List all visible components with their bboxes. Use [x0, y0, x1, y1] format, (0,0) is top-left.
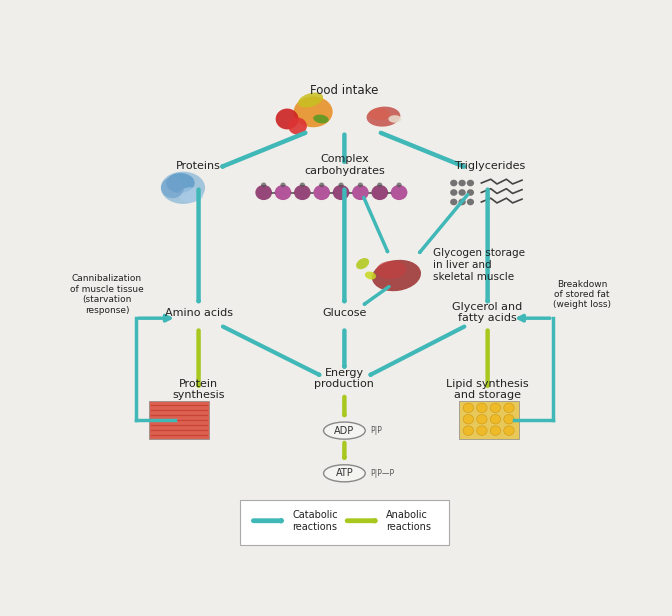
Circle shape — [276, 108, 298, 129]
Text: P|P: P|P — [370, 426, 382, 435]
Text: Glycerol and
fatty acids: Glycerol and fatty acids — [452, 302, 523, 323]
Circle shape — [467, 180, 474, 186]
Text: Protein
synthesis: Protein synthesis — [172, 379, 225, 400]
Circle shape — [467, 199, 474, 205]
Ellipse shape — [388, 115, 401, 123]
Text: Anabolic
reactions: Anabolic reactions — [386, 510, 431, 532]
Circle shape — [458, 180, 466, 186]
Text: ATP: ATP — [335, 468, 353, 478]
Circle shape — [476, 403, 487, 413]
Text: Glycogen storage
in liver and
skeletal muscle: Glycogen storage in liver and skeletal m… — [433, 248, 525, 282]
Text: Energy
production: Energy production — [314, 368, 374, 389]
Text: Triglycerides: Triglycerides — [455, 161, 526, 171]
Circle shape — [358, 182, 363, 187]
Circle shape — [280, 182, 286, 187]
Circle shape — [491, 426, 501, 436]
Circle shape — [275, 185, 292, 200]
Circle shape — [458, 199, 466, 205]
FancyBboxPatch shape — [241, 500, 449, 545]
Text: Lipid synthesis
and storage: Lipid synthesis and storage — [446, 379, 529, 400]
Circle shape — [463, 426, 474, 436]
Ellipse shape — [365, 272, 376, 280]
Circle shape — [463, 415, 474, 424]
Circle shape — [450, 199, 458, 205]
Ellipse shape — [294, 97, 333, 128]
Ellipse shape — [324, 422, 366, 439]
Circle shape — [390, 185, 407, 200]
Ellipse shape — [376, 261, 407, 279]
Circle shape — [313, 185, 330, 200]
Circle shape — [491, 403, 501, 413]
Circle shape — [458, 189, 466, 196]
FancyBboxPatch shape — [459, 401, 519, 439]
Text: Food intake: Food intake — [310, 84, 378, 97]
Text: Glucose: Glucose — [322, 307, 367, 317]
Circle shape — [396, 182, 402, 187]
Circle shape — [504, 403, 514, 413]
Ellipse shape — [372, 260, 421, 291]
Circle shape — [333, 185, 349, 200]
Ellipse shape — [313, 115, 329, 123]
Circle shape — [294, 185, 310, 200]
Ellipse shape — [366, 107, 401, 127]
Circle shape — [504, 415, 514, 424]
Text: Proteins: Proteins — [176, 161, 221, 171]
Circle shape — [491, 415, 501, 424]
Ellipse shape — [356, 258, 369, 269]
Circle shape — [377, 182, 382, 187]
FancyBboxPatch shape — [149, 401, 209, 439]
Circle shape — [476, 426, 487, 436]
Ellipse shape — [166, 173, 195, 193]
Circle shape — [339, 182, 343, 187]
Circle shape — [300, 182, 305, 187]
Ellipse shape — [324, 464, 366, 482]
Ellipse shape — [161, 172, 205, 204]
Circle shape — [352, 185, 369, 200]
Text: Amino acids: Amino acids — [165, 307, 233, 317]
Circle shape — [288, 118, 307, 135]
Text: Cannibalization
of muscle tissue
(starvation
response): Cannibalization of muscle tissue (starva… — [70, 274, 144, 315]
Ellipse shape — [298, 92, 323, 107]
Circle shape — [372, 185, 388, 200]
Circle shape — [450, 180, 458, 186]
Circle shape — [161, 177, 184, 198]
Text: P|P—P: P|P—P — [370, 469, 394, 478]
Circle shape — [476, 415, 487, 424]
Circle shape — [450, 189, 458, 196]
Text: ADP: ADP — [334, 426, 355, 436]
Circle shape — [463, 403, 474, 413]
Ellipse shape — [369, 108, 390, 120]
Text: Breakdown
of stored fat
(weight loss): Breakdown of stored fat (weight loss) — [553, 280, 611, 309]
Ellipse shape — [178, 187, 203, 203]
Circle shape — [261, 182, 266, 187]
Circle shape — [255, 185, 272, 200]
Circle shape — [319, 182, 325, 187]
Text: Catabolic
reactions: Catabolic reactions — [292, 510, 338, 532]
Circle shape — [467, 189, 474, 196]
Text: Complex
carbohydrates: Complex carbohydrates — [304, 154, 385, 176]
Circle shape — [504, 426, 514, 436]
